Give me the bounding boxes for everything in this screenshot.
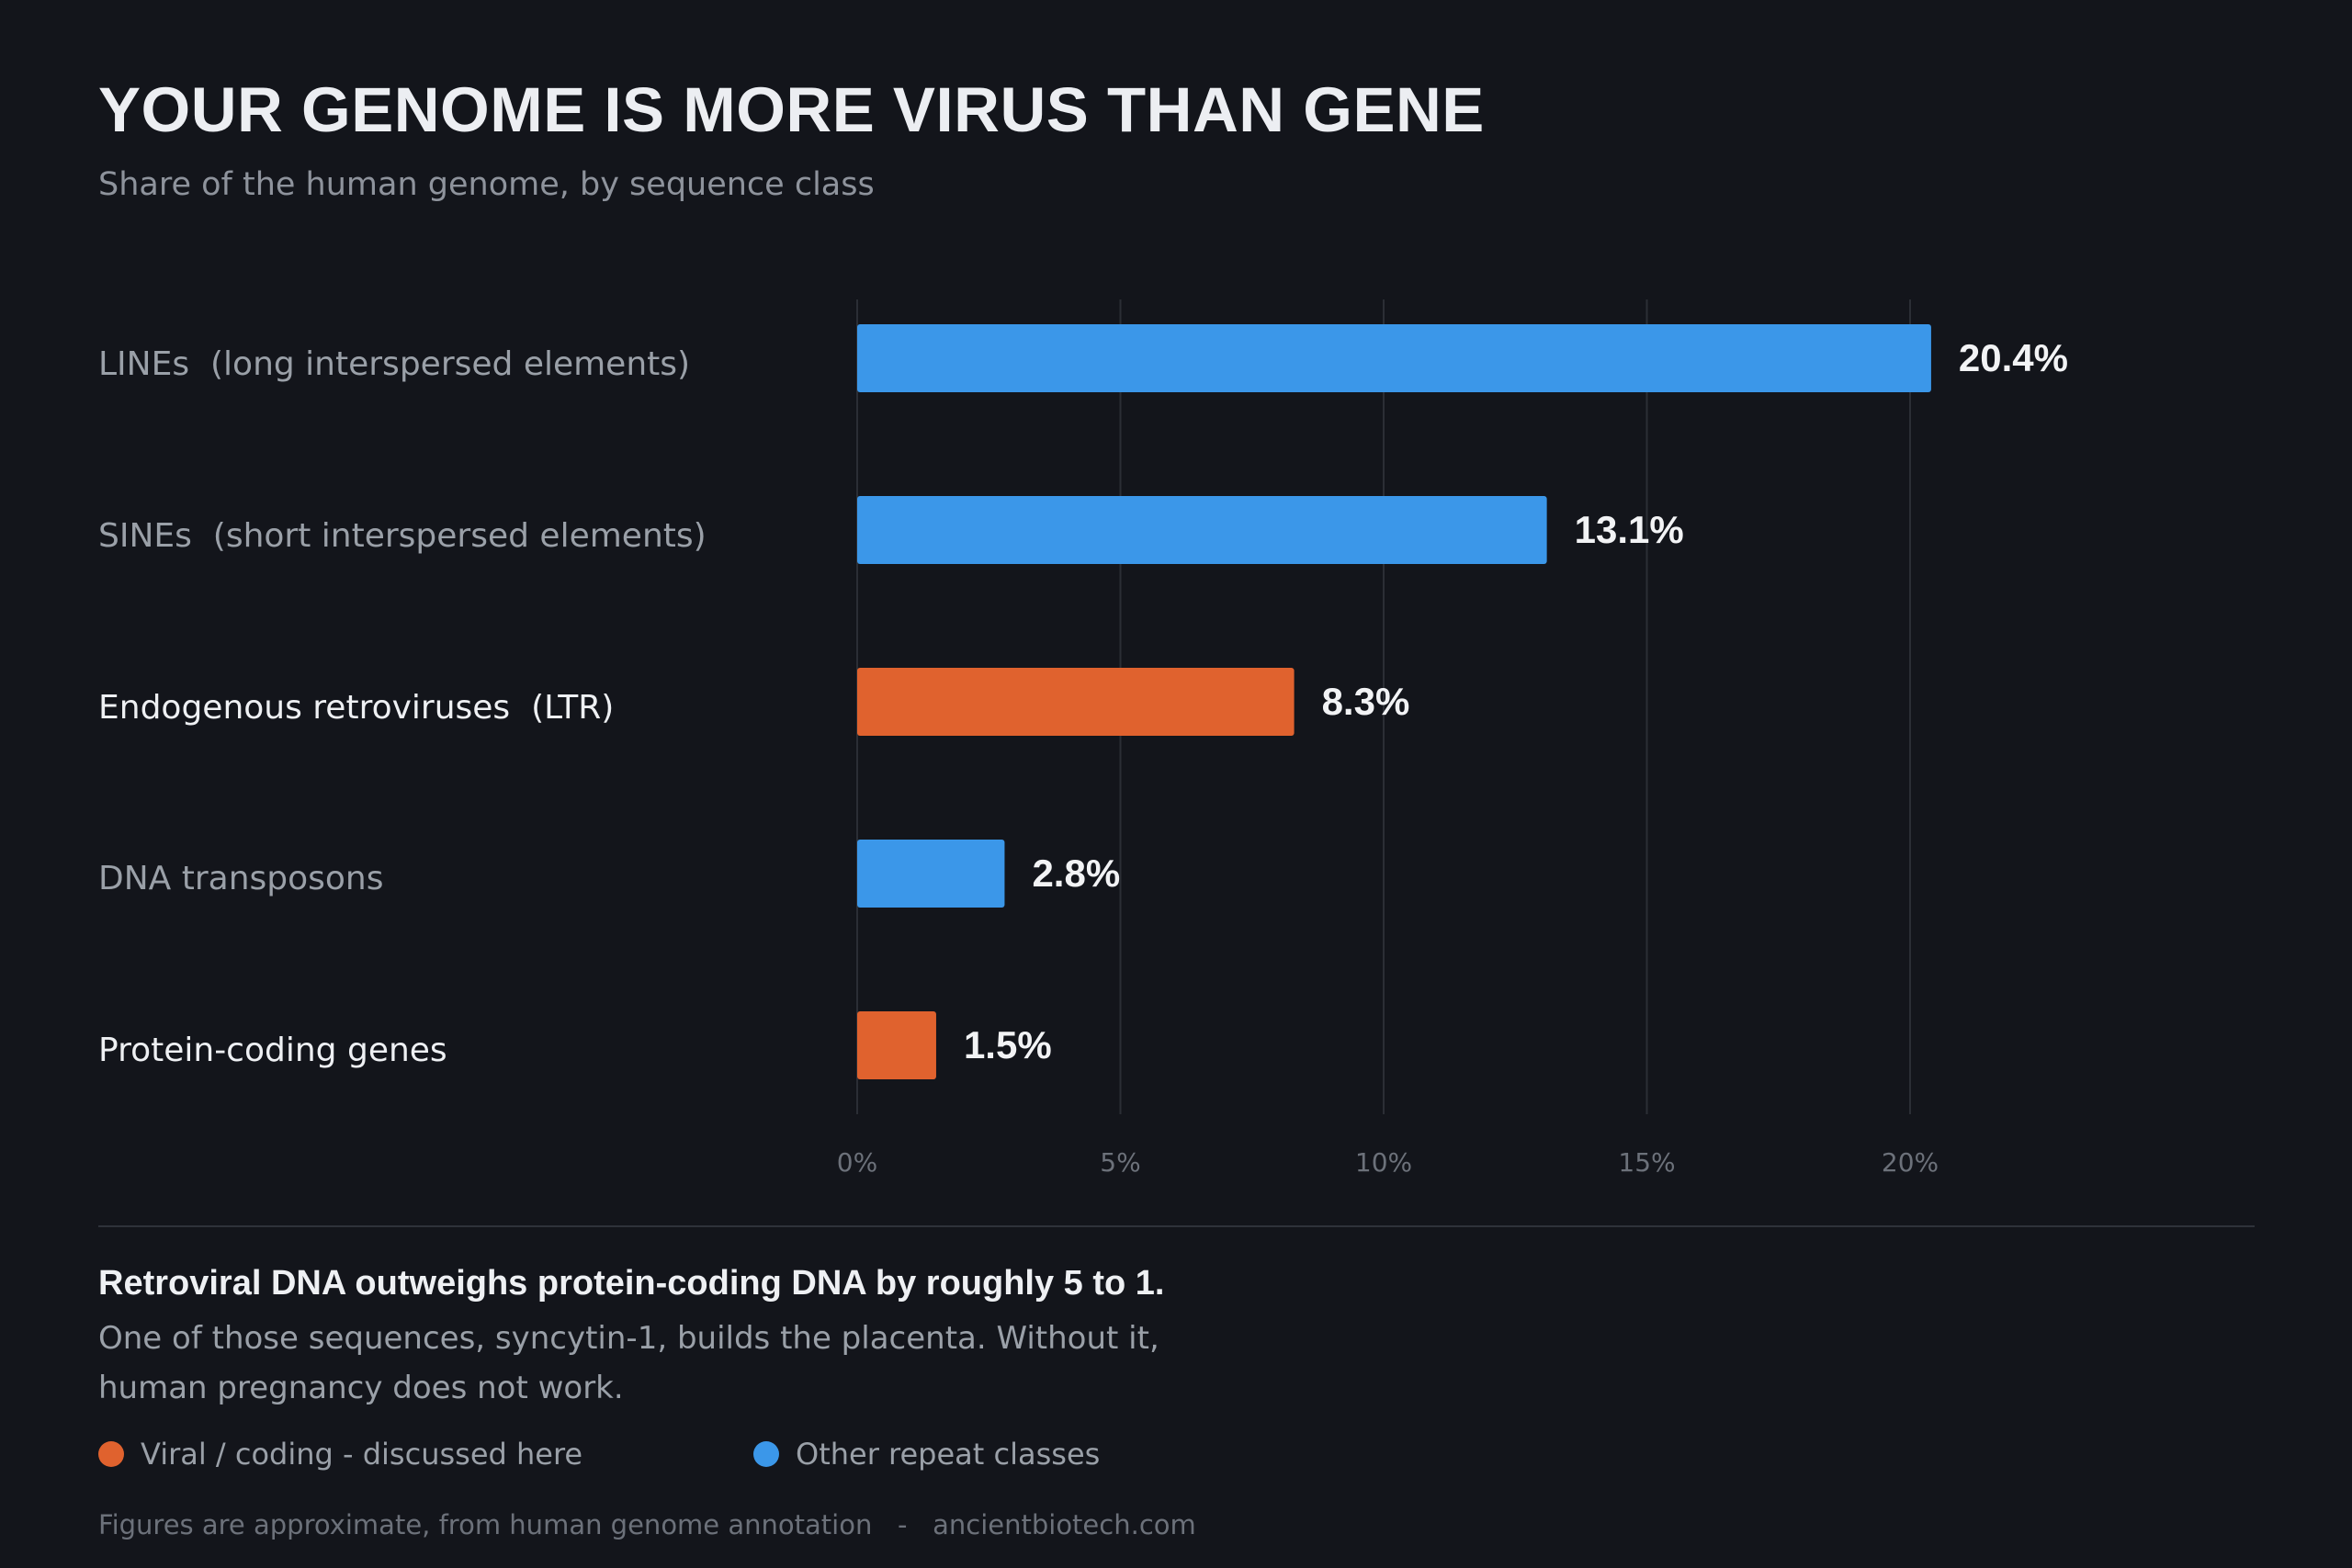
x-tick-label-10: 10% bbox=[1355, 1147, 1412, 1178]
x-axis-ticks: 0% 5% 10% 15% 20% bbox=[837, 1147, 1939, 1178]
x-tick-label-20: 20% bbox=[1882, 1147, 1939, 1178]
takeaway-text-line-1: One of those sequences, syncytin-1, buil… bbox=[98, 1320, 1159, 1357]
legend-item-other-repeat: Other repeat classes bbox=[753, 1433, 1100, 1475]
category-label-dna-transposons: DNA transposons bbox=[98, 860, 384, 897]
legend-item-viral-coding: Viral / coding - discussed here bbox=[98, 1433, 582, 1475]
bar-sines-short-interspersed-elements bbox=[857, 496, 1547, 564]
chart-title: YOUR GENOME IS MORE VIRUS THAN GENE bbox=[98, 74, 1485, 145]
value-label-protein-coding-genes: 1.5% bbox=[964, 1023, 1052, 1066]
bars bbox=[857, 324, 1931, 1079]
category-label-sines: SINEs (short interspersed elements) bbox=[98, 517, 707, 555]
value-labels: 20.4% 13.1% 8.3% 2.8% 1.5% bbox=[964, 336, 2068, 1066]
value-label-lines-long-interspersed-elements: 20.4% bbox=[1959, 336, 2068, 379]
category-label-protein-coding: Protein-coding genes bbox=[98, 1032, 447, 1069]
legend-label-viral-coding: Viral / coding - discussed here bbox=[141, 1437, 583, 1472]
takeaway-text-line-2: human pregnancy does not work. bbox=[98, 1370, 624, 1406]
value-label-dna-transposons: 2.8% bbox=[1032, 852, 1120, 895]
category-label-ervs: Endogenous retroviruses (LTR) bbox=[98, 689, 615, 727]
section-divider bbox=[98, 1225, 2255, 1227]
source-footer: Figures are approximate, from human geno… bbox=[98, 1509, 1196, 1540]
takeaway-headline: Retroviral DNA outweighs protein-coding … bbox=[98, 1264, 1165, 1303]
bar-protein-coding-genes bbox=[857, 1011, 936, 1079]
category-label-lines: LINEs (long interspersed elements) bbox=[98, 345, 691, 383]
x-tick-label-15: 15% bbox=[1618, 1147, 1675, 1178]
value-label-endogenous-retroviruses-ltr: 8.3% bbox=[1322, 680, 1410, 723]
legend-label-other-repeat: Other repeat classes bbox=[796, 1437, 1101, 1472]
value-label-sines-short-interspersed-elements: 13.1% bbox=[1575, 508, 1684, 551]
bar-lines-long-interspersed-elements bbox=[857, 324, 1931, 392]
legend-swatch-orange-icon bbox=[98, 1441, 124, 1467]
x-tick-label-5: 5% bbox=[1100, 1147, 1140, 1178]
legend-swatch-blue-icon bbox=[753, 1441, 779, 1467]
bar-dna-transposons bbox=[857, 840, 1005, 908]
x-tick-label-0: 0% bbox=[837, 1147, 877, 1178]
bar-endogenous-retroviruses-ltr bbox=[857, 668, 1295, 736]
chart-subtitle: Share of the human genome, by sequence c… bbox=[98, 166, 875, 203]
